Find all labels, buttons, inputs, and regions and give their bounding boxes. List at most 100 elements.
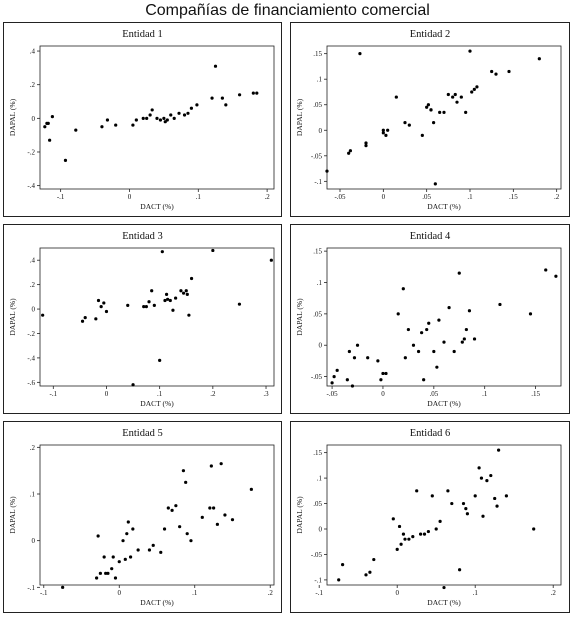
data-point (189, 539, 193, 543)
data-point (426, 529, 430, 534)
data-point (479, 476, 484, 480)
x-tick-label: 0 (382, 193, 386, 201)
x-tick-label: 0 (395, 589, 399, 597)
data-point (464, 507, 468, 511)
data-point (532, 527, 536, 531)
x-tick-label: .15 (531, 390, 540, 398)
data-point (155, 116, 159, 120)
data-point (435, 365, 439, 369)
data-point (48, 138, 52, 142)
data-point (213, 64, 218, 68)
data-point (330, 381, 334, 385)
data-point (411, 343, 416, 347)
panel-title: Entidad 3 (122, 231, 163, 242)
data-point (102, 301, 106, 305)
y-tick-label: .1 (317, 279, 323, 287)
data-point (184, 289, 188, 293)
data-point (126, 303, 130, 307)
data-point (123, 557, 127, 561)
data-point (432, 349, 436, 354)
data-point (269, 258, 273, 262)
data-point (215, 522, 219, 526)
data-point (368, 570, 372, 574)
scatter-panel-3: Entidad 3 -.1 0 .1 .2 .3 -.6 -.4 -.2 0 .2 .4 DACT (%… (3, 224, 282, 414)
data-point (249, 487, 253, 491)
data-point (104, 309, 109, 314)
data-point (185, 532, 189, 536)
data-point (426, 103, 430, 107)
panel-title: Entidad 4 (410, 231, 451, 242)
data-point (164, 292, 169, 297)
data-point (41, 313, 45, 317)
data-point (489, 473, 493, 478)
data-point (422, 378, 426, 382)
data-point (384, 371, 388, 376)
data-point (50, 115, 54, 119)
plot-area (39, 45, 275, 190)
data-point (63, 158, 68, 162)
x-tick-label: -.1 (315, 589, 323, 597)
data-point (477, 466, 481, 470)
data-point (432, 121, 436, 125)
data-point (208, 506, 212, 510)
data-point (224, 103, 228, 107)
data-point (212, 506, 216, 510)
data-point (403, 356, 407, 360)
y-tick-label: -.1 (314, 178, 322, 186)
x-tick-label: .2 (210, 390, 216, 398)
data-point (174, 504, 178, 508)
data-point (147, 300, 151, 304)
data-point (159, 550, 163, 554)
data-point (211, 248, 215, 253)
data-point (438, 519, 442, 523)
data-point (379, 378, 383, 382)
data-point (182, 113, 187, 117)
plot-area (39, 444, 275, 586)
data-point (61, 585, 65, 589)
data-point (419, 532, 423, 536)
data-point (464, 327, 468, 332)
data-point (459, 95, 463, 99)
y-tick-label: 0 (32, 306, 36, 314)
data-point (181, 291, 186, 295)
y-axis-label: DAPAL (%) (8, 496, 17, 534)
data-point (43, 125, 47, 129)
data-point (446, 92, 450, 97)
data-point (494, 72, 498, 76)
data-point (147, 548, 152, 552)
data-point (335, 368, 339, 372)
x-tick-label: .15 (509, 193, 518, 201)
x-tick-label: .1 (473, 589, 479, 597)
x-tick-label: .2 (551, 589, 557, 597)
data-point (416, 349, 421, 354)
data-point (46, 121, 50, 125)
data-point (141, 116, 145, 120)
data-point (158, 118, 163, 122)
data-point (451, 95, 455, 99)
data-point (220, 96, 224, 100)
y-tick-label: .05 (313, 101, 322, 109)
x-axis-label: DACT (%) (427, 399, 461, 408)
x-tick-label: .3 (263, 390, 269, 398)
y-tick-label: .05 (313, 310, 322, 318)
data-point (131, 383, 135, 387)
panel-title: Entidad 2 (410, 29, 451, 40)
data-point (350, 384, 355, 388)
y-axis-label: DAPAL (%) (295, 496, 304, 534)
data-point (136, 548, 140, 552)
data-point (131, 123, 135, 127)
data-point (498, 302, 502, 307)
data-point (437, 318, 441, 322)
data-point (98, 571, 102, 575)
data-point (174, 296, 178, 300)
y-tick-label: .1 (30, 491, 36, 499)
data-point (544, 268, 548, 272)
data-point (386, 128, 390, 132)
data-point (150, 289, 154, 293)
y-tick-label: .2 (30, 444, 36, 452)
data-point (485, 479, 489, 483)
data-point (450, 501, 454, 506)
data-point (381, 371, 385, 376)
data-point (106, 571, 110, 575)
data-point (128, 555, 133, 559)
